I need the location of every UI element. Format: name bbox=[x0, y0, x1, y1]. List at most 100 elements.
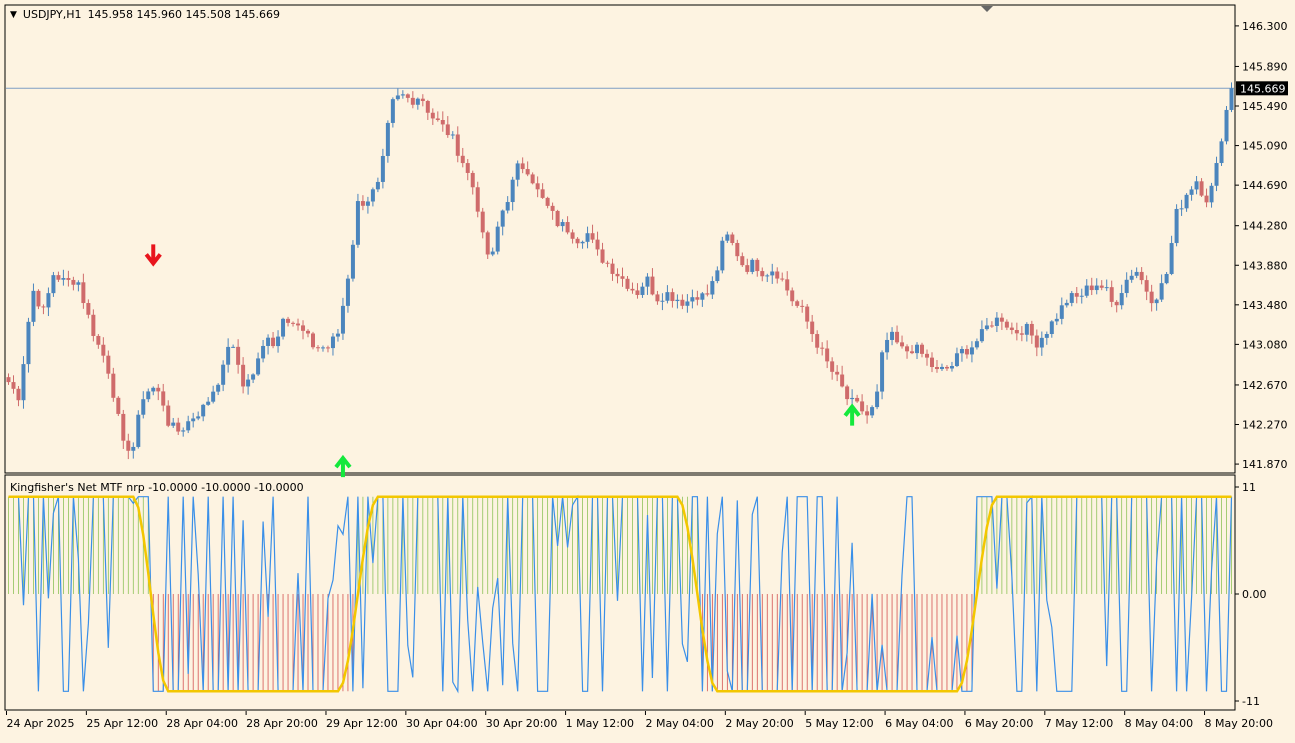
candle-body bbox=[71, 279, 76, 285]
candle-body bbox=[810, 321, 815, 335]
candle-body bbox=[46, 293, 51, 308]
price-tick-label: 144.280 bbox=[1242, 220, 1288, 233]
candle-body bbox=[600, 249, 605, 263]
candle-body bbox=[915, 344, 920, 354]
candle-body bbox=[740, 256, 745, 266]
price-tick-label: 141.870 bbox=[1242, 458, 1288, 471]
candle-body bbox=[1084, 285, 1089, 296]
menu-triangle-icon[interactable]: ▼ bbox=[10, 9, 17, 20]
candle-body bbox=[535, 183, 540, 190]
candle-body bbox=[775, 271, 780, 279]
time-tick-label: 24 Apr 2025 bbox=[6, 717, 74, 730]
candle-body bbox=[246, 379, 251, 387]
buy-arrow-icon bbox=[334, 454, 352, 478]
candle-body bbox=[121, 413, 126, 441]
candle-body bbox=[720, 240, 725, 271]
candle-body bbox=[979, 329, 984, 342]
candle-body bbox=[959, 348, 964, 354]
time-tick-label: 30 Apr 04:00 bbox=[406, 717, 478, 730]
smooth-line-path bbox=[8, 495, 1232, 693]
candle-body bbox=[1104, 287, 1109, 289]
candles bbox=[6, 82, 1234, 460]
candle-body bbox=[949, 366, 954, 369]
candle-body bbox=[1144, 280, 1149, 292]
candle-body bbox=[770, 271, 775, 276]
candle-body bbox=[171, 422, 176, 426]
main-plot-frame bbox=[4, 4, 1236, 474]
candle-body bbox=[1044, 334, 1049, 338]
candle-body bbox=[974, 341, 979, 348]
price-tick-label: 145.090 bbox=[1242, 140, 1288, 153]
candle-body bbox=[570, 232, 575, 239]
time-tick-label: 25 Apr 12:00 bbox=[86, 717, 158, 730]
candle-body bbox=[895, 331, 900, 343]
candle-body bbox=[620, 276, 625, 279]
candle-body bbox=[575, 238, 580, 244]
candle-body bbox=[6, 377, 11, 383]
candle-body bbox=[840, 374, 845, 387]
candle-body bbox=[186, 421, 191, 431]
ohlc-values: 145.958 145.960 145.508 145.669 bbox=[87, 8, 281, 21]
candle-body bbox=[276, 336, 281, 347]
candle-body bbox=[525, 169, 530, 175]
candle-body bbox=[1124, 279, 1129, 294]
time-tick-label: 5 May 12:00 bbox=[805, 717, 873, 730]
candle-body bbox=[605, 262, 610, 264]
candle-body bbox=[1024, 323, 1029, 335]
candle-body bbox=[96, 335, 101, 345]
indicator-smooth-line bbox=[8, 495, 1232, 693]
candle-body bbox=[480, 211, 485, 233]
time-tick-label: 8 May 04:00 bbox=[1125, 717, 1193, 730]
price-axis: 146.300 145.890 145.490 145.090 144.690 144.2… bbox=[1235, 20, 1288, 471]
candle-body bbox=[984, 325, 989, 330]
candle-body bbox=[41, 306, 46, 308]
candle-body bbox=[515, 163, 520, 180]
candle-body bbox=[755, 259, 760, 272]
time-tick-label: 6 May 20:00 bbox=[965, 717, 1033, 730]
candle-body bbox=[181, 430, 186, 432]
candle-body bbox=[780, 278, 785, 280]
candle-body bbox=[715, 270, 720, 282]
candle-body bbox=[335, 333, 340, 337]
candle-body bbox=[1224, 109, 1229, 142]
candle-body bbox=[271, 337, 276, 347]
indicator-tick-label: 11 bbox=[1242, 481, 1256, 494]
candle-body bbox=[415, 98, 420, 105]
candle-body bbox=[595, 239, 600, 250]
candle-body bbox=[1199, 181, 1204, 196]
candle-body bbox=[825, 348, 830, 362]
candle-body bbox=[455, 134, 460, 156]
time-tick-label: 1 May 12:00 bbox=[566, 717, 634, 730]
candle-body bbox=[116, 397, 121, 414]
candle-body bbox=[1114, 301, 1119, 306]
candle-body bbox=[989, 325, 994, 327]
candle-body bbox=[191, 418, 196, 422]
candle-body bbox=[939, 366, 944, 370]
current-price-label: 145.669 bbox=[1240, 82, 1286, 95]
candle-body bbox=[969, 347, 974, 355]
chart-shift-marker-icon[interactable] bbox=[981, 6, 993, 12]
candle-body bbox=[16, 388, 21, 401]
candle-body bbox=[555, 210, 560, 227]
time-tick-label: 28 Apr 04:00 bbox=[166, 717, 238, 730]
candle-body bbox=[790, 290, 795, 302]
candle-body bbox=[690, 297, 695, 302]
candle-body bbox=[161, 391, 166, 406]
candle-body bbox=[630, 288, 635, 291]
candle-body bbox=[685, 301, 690, 306]
candle-body bbox=[201, 404, 206, 417]
candle-body bbox=[640, 286, 645, 295]
candle-body bbox=[1059, 305, 1064, 319]
candle-body bbox=[675, 299, 680, 302]
candle-body bbox=[440, 119, 445, 125]
candle-body bbox=[900, 342, 905, 347]
candle-body bbox=[800, 305, 805, 307]
price-tick-label: 144.690 bbox=[1242, 179, 1288, 192]
candle-body bbox=[1189, 189, 1194, 195]
candle-body bbox=[660, 300, 665, 302]
candle-body bbox=[435, 118, 440, 120]
candle-body bbox=[136, 414, 141, 447]
symbol-header: ▼ USDJPY,H1 145.958 145.960 145.508 145.… bbox=[10, 8, 280, 21]
candle-body bbox=[545, 197, 550, 206]
buy-arrow-icon bbox=[843, 403, 861, 426]
